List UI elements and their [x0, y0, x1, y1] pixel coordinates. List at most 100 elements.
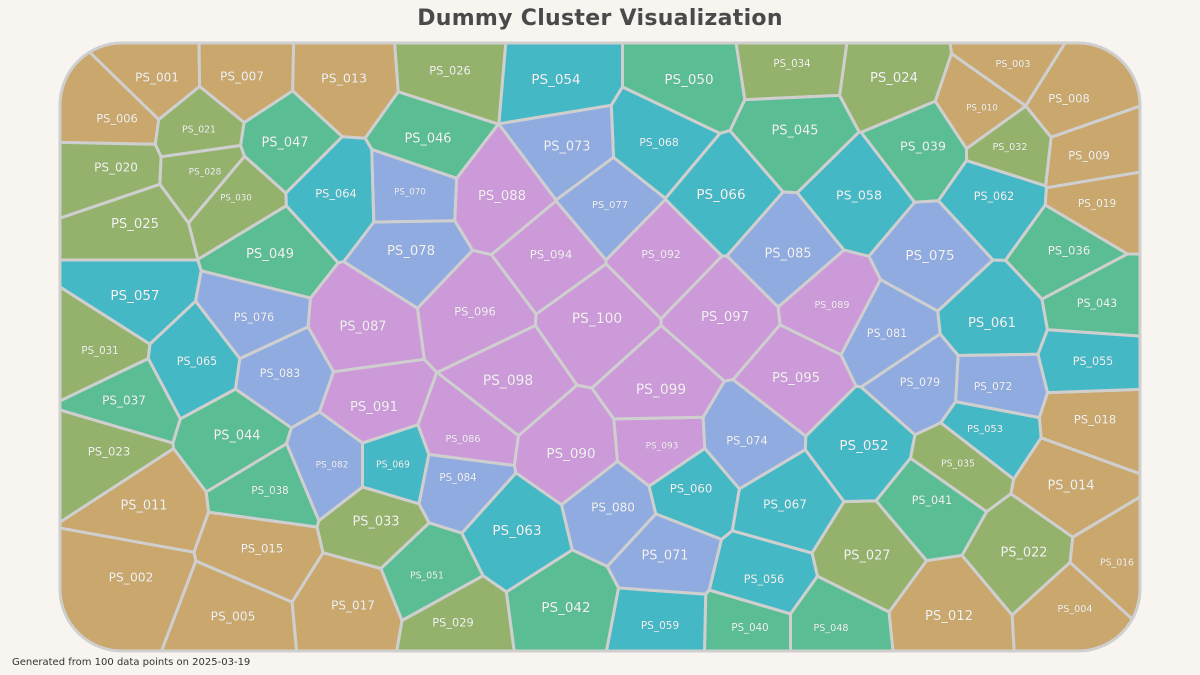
cell-label-ps-096: PS_096 [454, 305, 496, 319]
cell-label-ps-092: PS_092 [641, 248, 680, 261]
cell-label-ps-044: PS_044 [213, 429, 260, 444]
labels-layer: PS_001 PS_002 PS_003 PS_004 PS_005 PS_006 PS_0… [81, 59, 1134, 635]
cell-label-ps-090: PS_090 [546, 446, 595, 462]
cell-label-ps-043: PS_043 [1077, 297, 1117, 310]
cell-label-ps-064: PS_064 [315, 187, 357, 201]
cell-label-ps-020: PS_020 [94, 161, 138, 175]
cell-label-ps-014: PS_014 [1047, 479, 1094, 494]
cell-label-ps-002: PS_002 [109, 571, 154, 585]
cell-label-ps-008: PS_008 [1048, 92, 1090, 106]
cell-label-ps-068: PS_068 [639, 136, 679, 149]
cell-label-ps-035: PS_035 [941, 459, 975, 470]
cell-label-ps-094: PS_094 [530, 248, 573, 262]
cell-label-ps-026: PS_026 [429, 64, 471, 78]
cell-label-ps-038: PS_038 [251, 486, 288, 497]
cell-label-ps-032: PS_032 [993, 142, 1028, 153]
cell-label-ps-065: PS_065 [177, 355, 217, 368]
cell-label-ps-030: PS_030 [220, 194, 252, 204]
cell-ps-099 [590, 324, 726, 421]
cell-label-ps-040: PS_040 [731, 623, 768, 634]
cell-label-ps-003: PS_003 [996, 59, 1031, 70]
cell-label-ps-033: PS_033 [352, 515, 399, 530]
cell-ps-100 [533, 262, 663, 390]
cell-label-ps-046: PS_046 [404, 132, 451, 147]
cell-label-ps-087: PS_087 [339, 320, 386, 335]
cell-label-ps-029: PS_029 [432, 616, 474, 630]
cell-label-ps-081: PS_081 [867, 327, 907, 340]
cell-label-ps-082: PS_082 [316, 461, 349, 471]
footnote: Generated from 100 data points on 2025-0… [12, 657, 251, 668]
cell-label-ps-075: PS_075 [905, 248, 954, 264]
cell-label-ps-028: PS_028 [189, 168, 222, 178]
cell-label-ps-045: PS_045 [771, 124, 818, 139]
chart-title: Dummy Cluster Visualization [417, 6, 783, 31]
cell-label-ps-022: PS_022 [1000, 546, 1047, 561]
cell-label-ps-091: PS_091 [350, 400, 398, 415]
cell-label-ps-047: PS_047 [261, 136, 308, 151]
cell-label-ps-023: PS_023 [88, 445, 131, 459]
cell-ps-095 [731, 323, 858, 438]
cell-label-ps-070: PS_070 [394, 188, 426, 198]
cell-label-ps-067: PS_067 [763, 498, 807, 512]
cell-label-ps-061: PS_061 [968, 316, 1016, 331]
cell-label-ps-052: PS_052 [839, 438, 888, 454]
cell-label-ps-050: PS_050 [664, 72, 713, 88]
cell-label-ps-095: PS_095 [772, 371, 820, 386]
cell-label-ps-019: PS_019 [1078, 198, 1116, 210]
cell-label-ps-001: PS_001 [135, 71, 179, 85]
cell-label-ps-062: PS_062 [974, 190, 1014, 203]
cell-label-ps-073: PS_073 [543, 140, 590, 155]
cell-label-ps-066: PS_066 [696, 187, 745, 203]
cell-label-ps-069: PS_069 [376, 460, 410, 471]
cell-label-ps-005: PS_005 [211, 610, 256, 624]
cell-label-ps-018: PS_018 [1074, 413, 1117, 427]
cell-label-ps-089: PS_089 [815, 300, 850, 311]
cell-label-ps-004: PS_004 [1058, 604, 1093, 615]
cell-label-ps-072: PS_072 [974, 381, 1012, 393]
cell-label-ps-084: PS_084 [439, 473, 476, 484]
cell-label-ps-083: PS_083 [260, 367, 300, 380]
cell-label-ps-054: PS_054 [531, 72, 580, 88]
cell-label-ps-024: PS_024 [870, 71, 918, 86]
cell-label-ps-093: PS_093 [646, 442, 679, 452]
cell-label-ps-077: PS_077 [592, 200, 628, 211]
cell-label-ps-007: PS_007 [220, 70, 264, 84]
cell-label-ps-039: PS_039 [900, 139, 946, 154]
cells-layer [60, 43, 1140, 651]
cell-label-ps-085: PS_085 [764, 247, 811, 262]
cell-label-ps-041: PS_041 [912, 494, 952, 507]
cell-label-ps-021: PS_021 [182, 125, 216, 136]
cell-label-ps-099: PS_099 [636, 382, 686, 398]
cell-label-ps-074: PS_074 [726, 434, 768, 448]
cell-label-ps-049: PS_049 [246, 247, 294, 262]
cell-label-ps-078: PS_078 [387, 244, 435, 259]
cell-label-ps-027: PS_027 [843, 549, 890, 564]
cell-label-ps-031: PS_031 [81, 346, 118, 357]
cell-label-ps-088: PS_088 [478, 189, 526, 204]
cell-label-ps-012: PS_012 [925, 609, 973, 624]
chart-boundary [58, 41, 1142, 653]
cell-label-ps-059: PS_059 [641, 620, 679, 632]
cell-label-ps-100: PS_100 [572, 311, 622, 327]
cell-label-ps-048: PS_048 [814, 623, 849, 634]
cell-label-ps-009: PS_009 [1068, 149, 1110, 163]
cell-label-ps-080: PS_080 [591, 501, 635, 515]
cell-label-ps-025: PS_025 [111, 217, 159, 232]
cell-label-ps-056: PS_056 [744, 573, 784, 586]
cell-label-ps-053: PS_053 [967, 424, 1003, 435]
cell-label-ps-071: PS_071 [641, 549, 688, 564]
cell-label-ps-055: PS_055 [1073, 355, 1113, 368]
cell-label-ps-034: PS_034 [773, 59, 810, 70]
cell-label-ps-058: PS_058 [836, 188, 882, 203]
cell-label-ps-086: PS_086 [446, 434, 481, 445]
cell-label-ps-097: PS_097 [701, 310, 749, 325]
cell-label-ps-011: PS_011 [120, 499, 167, 514]
cell-label-ps-060: PS_060 [670, 482, 713, 496]
cell-label-ps-015: PS_015 [241, 542, 284, 556]
cell-label-ps-010: PS_010 [966, 104, 998, 114]
cell-label-ps-036: PS_036 [1048, 244, 1091, 258]
cell-label-ps-037: PS_037 [102, 394, 146, 408]
cell-label-ps-006: PS_006 [96, 112, 138, 126]
cell-label-ps-042: PS_042 [541, 600, 590, 616]
